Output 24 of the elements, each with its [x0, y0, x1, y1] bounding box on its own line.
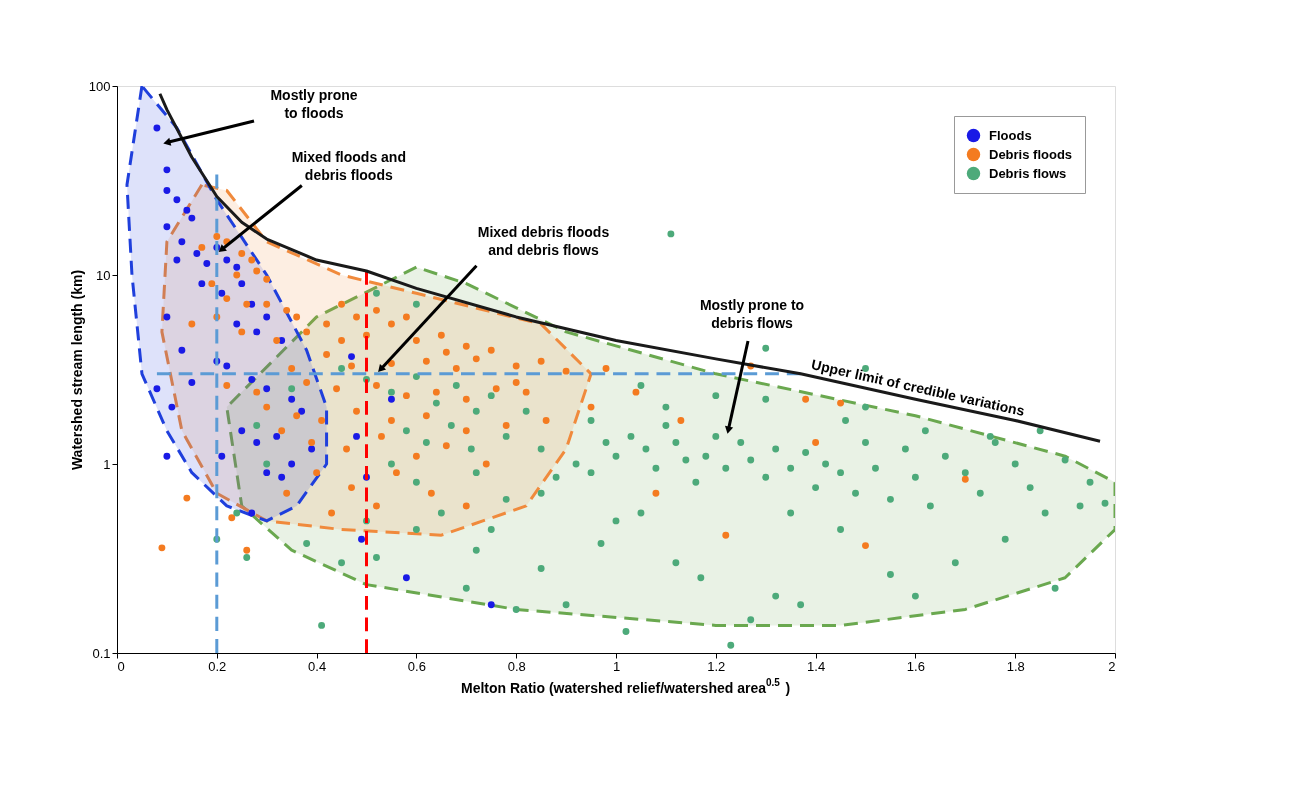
x-tick-label: 1.6 — [906, 658, 925, 674]
y-tick-label: 10 — [96, 267, 111, 283]
x-tick-label: 1.8 — [1006, 658, 1025, 674]
annotation: Mixed debris floods and debris flows — [477, 223, 610, 258]
y-tick-label: 100 — [88, 78, 111, 94]
y-tick-label: 1 — [103, 456, 111, 472]
annotation: Mostly prone to debris flows — [699, 297, 805, 331]
legend-label: Floods — [989, 127, 1032, 143]
annotation: Mostly prone to floods — [270, 87, 358, 121]
x-tick-label: 0.2 — [208, 658, 227, 674]
legend-label: Debris floods — [989, 146, 1073, 162]
x-tick-label: 2 — [1108, 658, 1116, 674]
x-tick-label: 0.8 — [507, 658, 526, 674]
x-tick-label: 1 — [612, 658, 621, 674]
x-tick-label: 1.2 — [707, 658, 726, 674]
y-axis-title: Watershed stream length (km) — [68, 269, 85, 471]
y-tick-label: 0.1 — [92, 645, 111, 661]
text: Upper limit of credible variations — [809, 356, 1027, 420]
x-tick-label: 0 — [117, 658, 125, 674]
x-tick-label: 1.4 — [807, 658, 826, 674]
legend-label: Debris flows — [989, 165, 1067, 181]
x-tick-label: 0.6 — [407, 658, 426, 674]
annotation: Mixed floods and debris floods — [291, 149, 406, 184]
x-tick-label: 0.4 — [308, 658, 327, 674]
